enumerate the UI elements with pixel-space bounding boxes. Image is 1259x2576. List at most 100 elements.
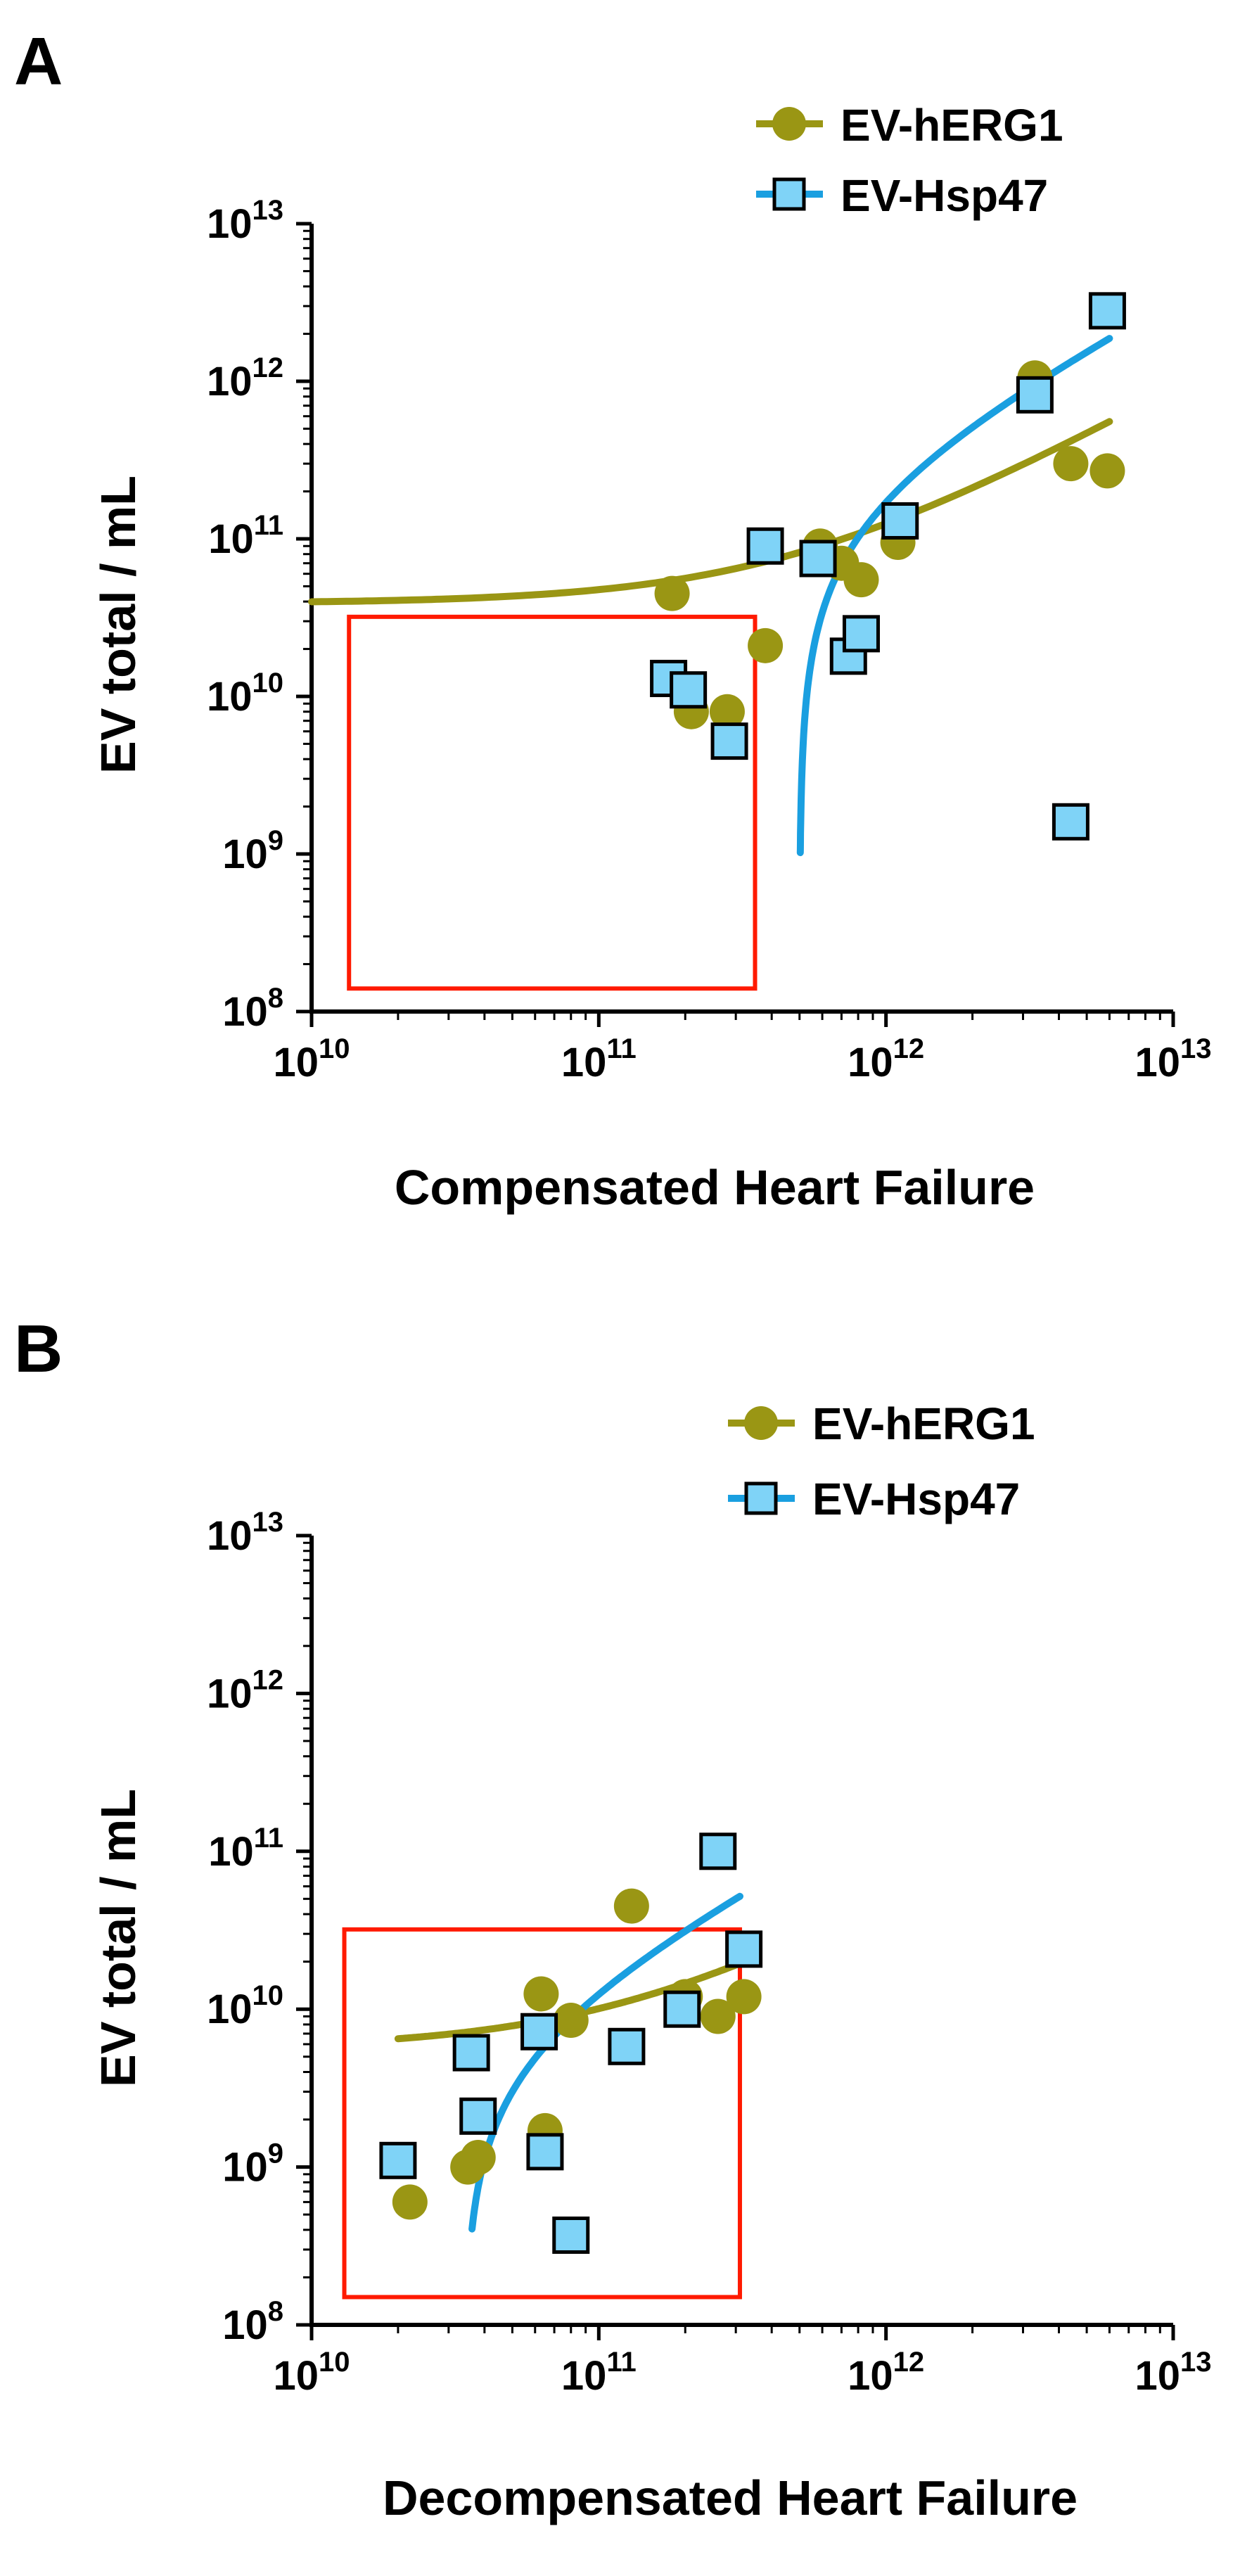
herg-point-b [726,1979,762,2015]
y-tick-base: 10 [222,2302,268,2348]
x-tick-base: 10 [1135,1040,1180,1085]
x-tick-exponent: 13 [1180,2347,1212,2378]
y-tick-label-a: 108 [222,983,283,1035]
y-tick-label-b: 108 [222,2296,283,2348]
hsp-point-a [1052,803,1089,841]
hsp-point-a [670,671,708,709]
herg-point-a [748,627,784,663]
y-tick-label-b: 1011 [208,1823,283,1875]
y-tick-exponent: 8 [268,2296,283,2327]
herg-point-b [553,2003,589,2039]
herg-fit-curve-a [308,418,1113,606]
herg-point-b [613,1888,649,1924]
hsp-point-a [799,540,837,578]
x-tick-label-b: 1010 [273,2347,350,2399]
y-tick-base: 10 [222,831,268,877]
legend-hsp-label-b: EV-Hsp47 [812,1474,1020,1524]
legend-b: EV-hERG1 EV-Hsp47 [728,1398,1035,1524]
y-tick-exponent: 10 [253,668,284,699]
x-axis-label-b: Decompensated Heart Failure [383,2470,1078,2525]
hsp-point-b [552,2216,590,2254]
hsp-point-a [842,615,880,653]
hsp-point-a [710,722,748,760]
y-tick-exponent: 10 [253,1980,284,2011]
x-tick-label-b: 1012 [848,2347,924,2399]
y-tick-base: 10 [222,2145,268,2191]
y-tick-base: 10 [207,1513,253,1559]
x-tick-exponent: 11 [606,1033,636,1064]
x-tick-exponent: 10 [319,1033,350,1064]
herg-point-a [843,562,879,598]
panel-letter-a: A [14,24,63,99]
herg-point-a [654,575,690,611]
y-tick-exponent: 13 [253,1507,284,1538]
x-tick-base: 10 [848,2353,893,2399]
y-tick-label-a: 1012 [207,352,283,404]
y-tick-label-b: 109 [222,2138,283,2191]
hsp-point-b [725,1930,763,1968]
x-tick-label-b: 1013 [1135,2347,1211,2399]
highlight-box-b [342,1927,742,2300]
y-tick-label-a: 1010 [207,668,283,720]
y-tick-exponent: 9 [268,825,283,856]
hsp-point-b [608,2027,646,2065]
x-tick-exponent: 12 [893,2347,925,2378]
x-tick-exponent: 13 [1180,1033,1212,1064]
x-tick-base: 10 [273,2353,319,2399]
hsp-point-b [379,2141,417,2179]
x-tick-exponent: 12 [893,1033,925,1064]
y-tick-base: 10 [207,201,253,247]
x-tick-label-b: 1011 [561,2347,637,2399]
x-axis-label-a: Compensated Heart Failure [395,1160,1035,1215]
hsp-point-b [459,2097,497,2135]
x-tick-base: 10 [561,1040,607,1085]
legend-herg-marker-a [772,107,806,141]
highlight-box-a [347,614,758,991]
y-axis-label-b: EV total / mL [91,1789,146,2087]
y-tick-label-b: 1012 [207,1664,283,1716]
y-tick-base: 10 [222,989,268,1035]
legend-a: EV-hERG1 EV-Hsp47 [756,100,1063,221]
herg-point-b [700,1998,736,2034]
x-tick-base: 10 [273,1040,319,1085]
y-tick-base: 10 [207,1671,253,1716]
y-tick-exponent: 12 [253,352,284,383]
x-tick-base: 10 [561,2353,607,2399]
hsp-point-a [881,502,919,540]
y-tick-exponent: 8 [268,983,283,1014]
hsp-fit-curve-a [796,335,1113,857]
hsp-point-b [520,2013,558,2051]
y-tick-label-b: 1013 [207,1507,283,1559]
y-tick-base: 10 [207,359,253,404]
herg-point-b [392,2184,428,2220]
panel-letter-b: B [14,1311,63,1386]
y-axis-label-a: EV total / mL [91,476,146,774]
legend-hsp-marker-a [772,177,806,211]
y-tick-label-b: 1010 [207,1980,283,2032]
hsp-point-a [1088,292,1126,330]
hsp-point-b [699,1832,737,1870]
hsp-point-a [1016,376,1054,414]
x-tick-label-a: 1013 [1135,1033,1211,1085]
herg-point-a [709,694,745,729]
legend-herg-label-b: EV-hERG1 [812,1398,1035,1449]
y-tick-exponent: 13 [253,195,284,226]
herg-point-a [1053,446,1089,482]
hsp-point-b [663,1990,701,2028]
y-tick-exponent: 11 [254,510,283,541]
hsp-point-b [526,2133,564,2171]
hsp-point-a [746,527,784,565]
legend-herg-marker-b [744,1406,778,1440]
x-tick-label-a: 1010 [273,1033,350,1085]
y-tick-base: 10 [207,674,253,720]
x-tick-label-a: 1011 [561,1033,637,1085]
herg-point-a [1089,453,1125,489]
x-tick-base: 10 [848,1040,893,1085]
x-tick-base: 10 [1135,2353,1180,2399]
x-tick-exponent: 11 [606,2347,636,2378]
